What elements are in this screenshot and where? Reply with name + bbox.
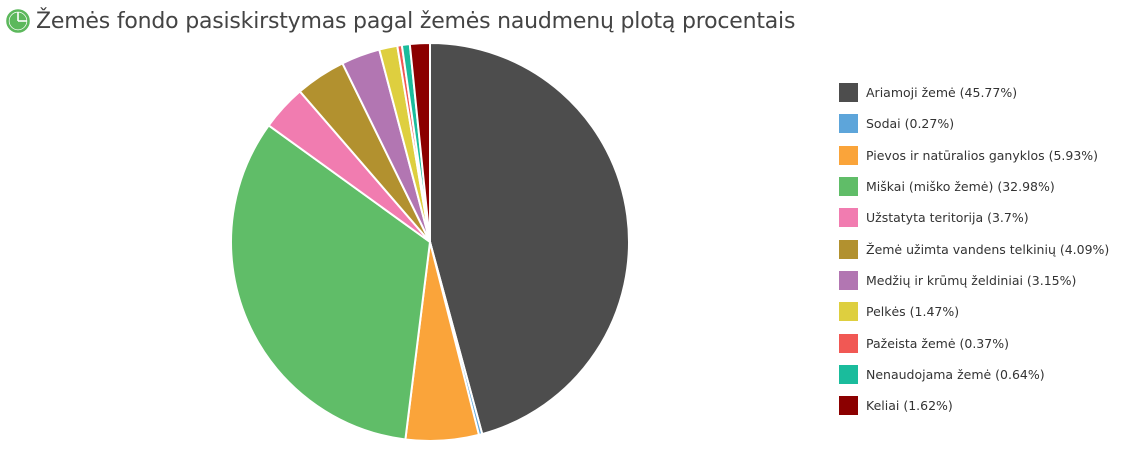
legend-label: Pievos ir natūralios ganyklos (5.93%) xyxy=(866,147,1099,163)
legend-label: Miškai (miško žemė) (32.98%) xyxy=(866,179,1055,195)
legend-label: Ariamoji žemė (45.77%) xyxy=(866,85,1018,101)
pie-slice-3[interactable] xyxy=(230,124,431,441)
legend-item[interactable]: Ariamoji žemė (45.77%) xyxy=(839,77,1109,108)
legend-label: Pažeista žemė (0.37%) xyxy=(866,335,1009,351)
legend-label: Žemė užimta vandens telkinių (4.09%) xyxy=(866,241,1110,257)
legend-swatch xyxy=(839,114,858,134)
pie-slice-10[interactable] xyxy=(408,42,431,243)
legend-item[interactable]: Pievos ir natūralios ganyklos (5.93%) xyxy=(839,140,1109,171)
legend-item[interactable]: Pažeista žemė (0.37%) xyxy=(839,327,1109,358)
legend-item[interactable]: Nenaudojama žemė (0.64%) xyxy=(839,359,1109,390)
legend-swatch xyxy=(839,270,858,290)
legend-item[interactable]: Keliai (1.62%) xyxy=(839,390,1109,421)
legend-swatch xyxy=(839,177,858,197)
legend-swatch xyxy=(839,396,858,416)
pie-slice-0[interactable] xyxy=(429,42,630,436)
pie-chart-icon xyxy=(6,9,30,33)
legend-label: Pelkės (1.47%) xyxy=(866,304,960,320)
legend-label: Užstatyta teritorija (3.7%) xyxy=(866,210,1029,226)
legend-item[interactable]: Pelkės (1.47%) xyxy=(839,296,1109,327)
chart-title: Žemės fondo pasiskirstymas pagal žemės n… xyxy=(36,8,796,34)
legend-swatch xyxy=(839,83,858,103)
legend-item[interactable]: Žemė užimta vandens telkinių (4.09%) xyxy=(839,233,1109,264)
chart-legend: Ariamoji žemė (45.77%) Sodai (0.27%) Pievo… xyxy=(839,77,1109,421)
legend-label: Medžių ir krūmų želdiniai (3.15%) xyxy=(866,272,1077,288)
legend-item[interactable]: Medžių ir krūmų želdiniai (3.15%) xyxy=(839,265,1109,296)
legend-item[interactable]: Užstatyta teritorija (3.7%) xyxy=(839,202,1109,233)
legend-item[interactable]: Sodai (0.27%) xyxy=(839,108,1109,139)
legend-swatch xyxy=(839,364,858,384)
legend-label: Nenaudojama žemė (0.64%) xyxy=(866,366,1045,382)
legend-swatch xyxy=(839,333,858,353)
legend-swatch xyxy=(839,302,858,322)
legend-swatch xyxy=(839,239,858,259)
legend-swatch xyxy=(839,145,858,165)
legend-label: Keliai (1.62%) xyxy=(866,398,953,414)
legend-swatch xyxy=(839,208,858,228)
chart-header: Žemės fondo pasiskirstymas pagal žemės n… xyxy=(6,4,795,38)
legend-label: Sodai (0.27%) xyxy=(866,116,955,132)
legend-item[interactable]: Miškai (miško žemė) (32.98%) xyxy=(839,171,1109,202)
